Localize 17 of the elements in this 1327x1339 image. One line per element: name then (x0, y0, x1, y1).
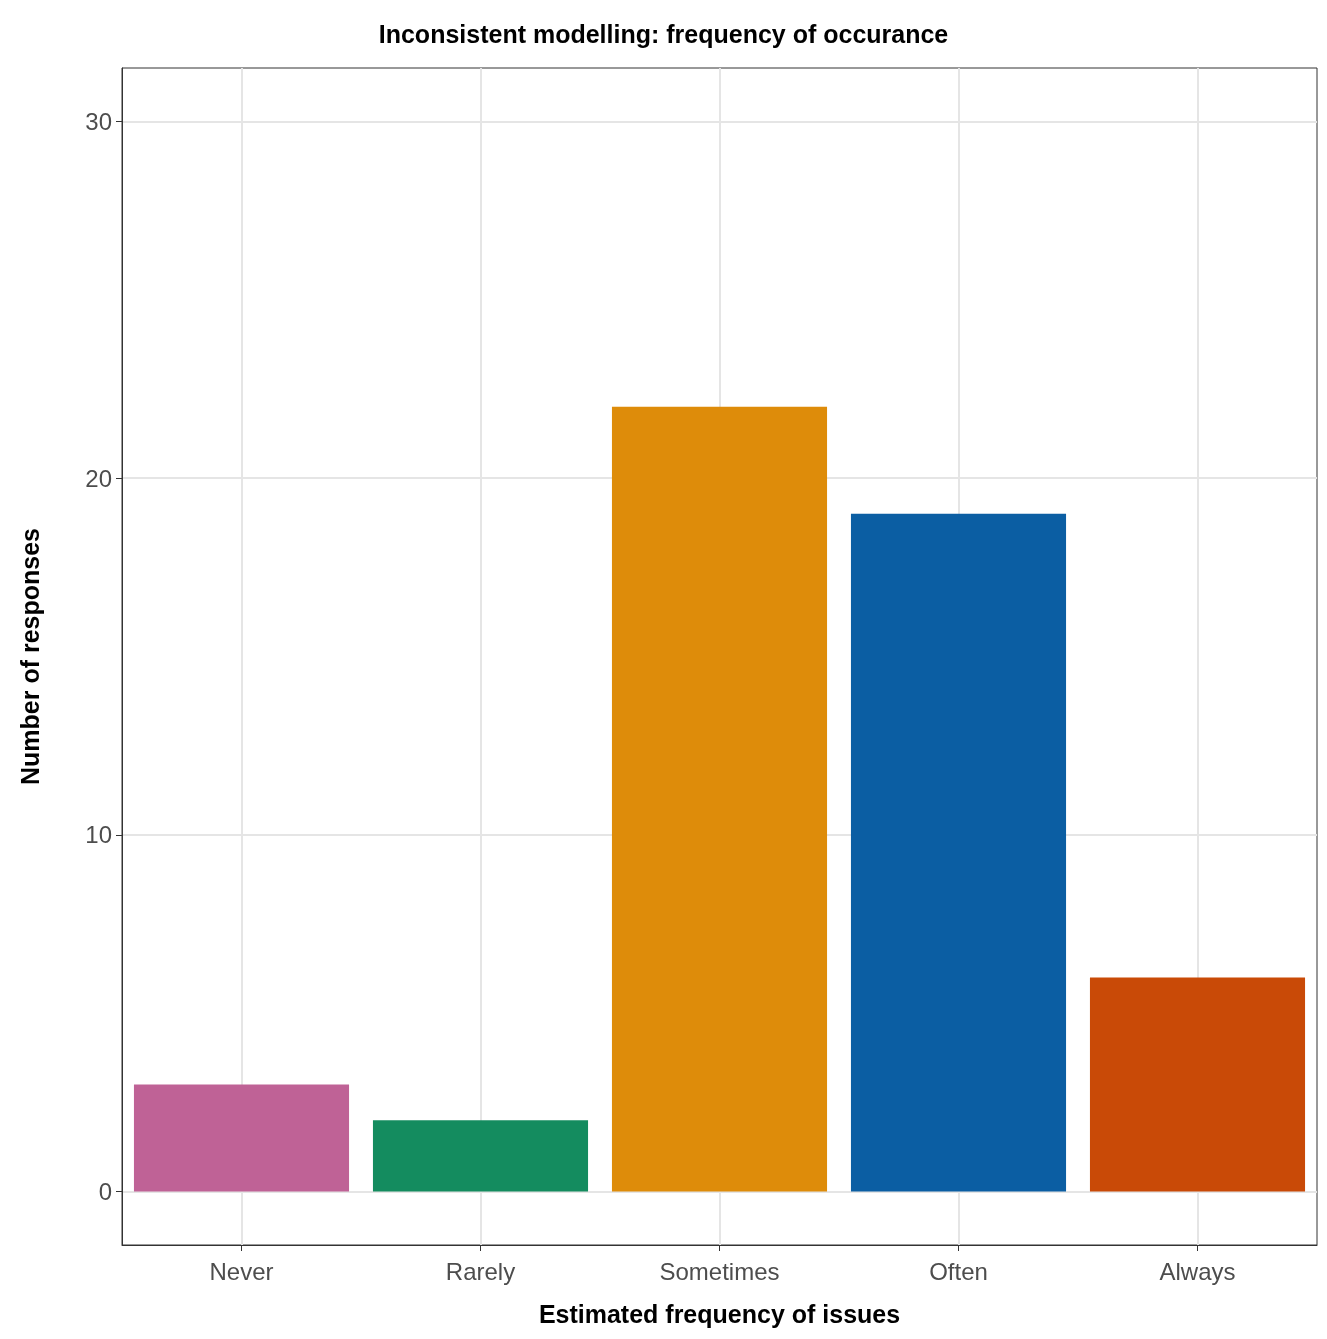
x-tick-label: Often (929, 1257, 988, 1285)
bar (133, 1084, 350, 1192)
bar (850, 513, 1067, 1192)
x-tick-label: Always (1159, 1257, 1236, 1285)
bar (611, 406, 828, 1192)
y-tick-label: 0 (98, 1178, 112, 1205)
x-tick-label: Sometimes (659, 1257, 780, 1285)
chart-title: Inconsistent modelling: frequency of occurance (378, 19, 949, 48)
x-axis-title: Estimated frequency of issues (538, 1299, 901, 1328)
bar (1089, 977, 1306, 1192)
bar (372, 1120, 589, 1192)
y-tick-label: 20 (85, 464, 112, 492)
x-tick-label: Rarely (445, 1257, 516, 1285)
y-tick-label: 30 (85, 108, 112, 135)
y-axis-title: Number of responses (15, 527, 44, 786)
y-tick-label: 10 (85, 821, 112, 849)
x-tick-label: Never (209, 1257, 274, 1285)
